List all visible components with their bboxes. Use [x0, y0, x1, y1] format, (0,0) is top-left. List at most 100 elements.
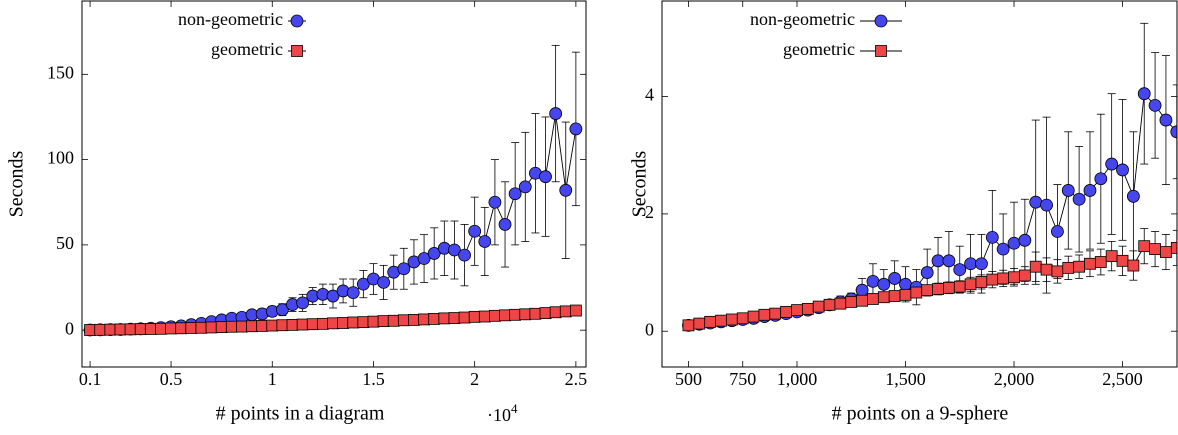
legend-marker	[290, 14, 304, 28]
marker	[569, 304, 582, 317]
marker	[986, 273, 999, 286]
marker	[1105, 250, 1118, 263]
marker	[448, 312, 461, 324]
marker	[559, 183, 573, 197]
marker	[377, 276, 390, 289]
marker	[458, 248, 471, 262]
x-tick-label: 2	[470, 369, 479, 389]
marker	[296, 296, 310, 310]
marker	[867, 293, 879, 305]
marker	[1040, 263, 1053, 276]
marker	[985, 230, 999, 244]
legend-marker	[875, 45, 887, 57]
marker	[932, 283, 944, 295]
marker	[316, 317, 329, 330]
marker	[888, 290, 901, 302]
marker	[997, 272, 1010, 285]
marker	[134, 323, 147, 336]
marker	[942, 254, 956, 268]
marker	[428, 313, 441, 325]
plot-area	[682, 22, 1177, 332]
chart: 500 750 1,000 1,500 2,000 2,500 0 2 4 non-geometr…	[629, 0, 1178, 425]
marker	[549, 306, 562, 319]
marker	[1138, 240, 1151, 253]
marker	[975, 276, 988, 288]
marker	[397, 314, 410, 327]
marker	[780, 305, 793, 318]
legend-label: geometric	[211, 39, 283, 59]
marker	[468, 310, 481, 323]
marker	[1083, 184, 1097, 197]
marker	[834, 297, 847, 310]
marker	[357, 316, 370, 329]
marker	[1072, 192, 1086, 206]
marker	[1116, 254, 1129, 267]
marker	[1105, 157, 1119, 171]
marker	[569, 122, 583, 136]
x-tick-label: 2,000	[994, 369, 1035, 389]
marker	[1116, 163, 1129, 177]
marker	[1040, 198, 1053, 212]
legend-label: geometric	[783, 39, 855, 59]
marker	[1051, 265, 1064, 278]
marker	[866, 274, 880, 288]
x-tick-label: 2,500	[1102, 369, 1143, 389]
y-tick-label: 100	[47, 148, 74, 168]
marker	[1062, 261, 1075, 274]
marker	[1094, 256, 1107, 268]
marker	[205, 321, 218, 334]
y-tick-label: 0	[645, 319, 654, 339]
marker	[499, 309, 511, 322]
marker	[953, 280, 966, 293]
marker	[856, 294, 868, 307]
marker	[1008, 271, 1020, 284]
x-tick-label: 1,000	[777, 369, 818, 389]
marker	[418, 313, 430, 326]
marker	[417, 252, 431, 265]
marker	[693, 317, 706, 330]
marker	[715, 314, 727, 327]
marker	[276, 319, 289, 332]
marker	[1018, 269, 1031, 282]
x-scale-exponent: 4	[511, 401, 518, 416]
marker	[266, 319, 279, 332]
marker	[236, 320, 248, 333]
marker	[529, 307, 542, 320]
marker	[682, 319, 695, 332]
marker	[509, 308, 522, 321]
marker	[845, 295, 858, 308]
legend-marker	[291, 45, 303, 57]
marker	[975, 257, 988, 271]
marker	[1029, 260, 1042, 273]
marker	[296, 318, 309, 331]
marker	[427, 247, 441, 260]
legend-label: non-geometric	[750, 9, 855, 29]
marker	[1018, 233, 1032, 247]
marker	[931, 254, 945, 268]
marker	[1127, 259, 1140, 272]
marker	[559, 305, 572, 318]
marker	[185, 322, 198, 334]
marker	[964, 278, 977, 291]
marker	[920, 266, 934, 279]
x-tick-label: 500	[675, 369, 702, 389]
x-tick-label: 1	[268, 369, 277, 389]
marker	[1051, 225, 1064, 238]
marker	[736, 312, 749, 325]
marker	[195, 321, 208, 334]
marker	[1159, 113, 1173, 127]
marker	[1148, 99, 1162, 112]
y-tick-label: 0	[65, 318, 74, 338]
plot-frame	[661, 0, 1178, 368]
marker	[888, 272, 902, 285]
marker	[1160, 246, 1172, 258]
marker	[356, 277, 370, 291]
marker	[367, 315, 380, 328]
x-tick-label: 1.5	[362, 369, 385, 389]
marker	[165, 322, 177, 335]
marker	[488, 195, 502, 209]
marker	[114, 323, 127, 336]
marker	[539, 307, 552, 320]
marker	[910, 286, 923, 299]
